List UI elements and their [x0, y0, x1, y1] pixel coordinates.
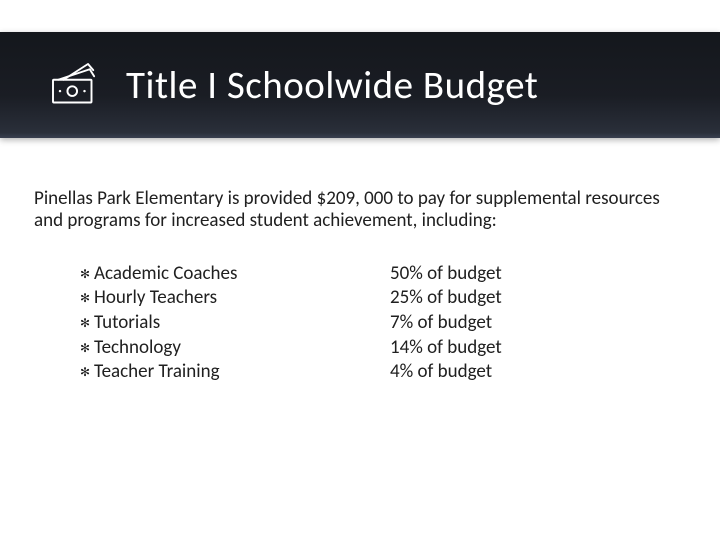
list-item: ✻ Academic Coaches	[80, 262, 390, 287]
item-label: Hourly Teachers	[94, 286, 217, 311]
item-percent: 25% of budget	[390, 286, 610, 311]
bullet-icon: ✻	[80, 317, 94, 333]
list-item: ✻ Hourly Teachers	[80, 286, 390, 311]
list-item: ✻ Teacher Training	[80, 360, 390, 385]
bullet-icon: ✻	[80, 268, 94, 284]
percent-column: 50% of budget 25% of budget 7% of budget…	[390, 262, 610, 385]
item-label: Teacher Training	[94, 360, 220, 385]
bullet-icon: ✻	[80, 292, 94, 308]
item-label: Academic Coaches	[94, 262, 237, 287]
slide-title: Title I Schoolwide Budget	[126, 62, 538, 109]
body-area: Pinellas Park Elementary is provided $20…	[34, 188, 686, 385]
item-percent: 7% of budget	[390, 311, 610, 336]
items-column: ✻ Academic Coaches ✻ Hourly Teachers ✻ T…	[80, 262, 390, 385]
header-band: Title I Schoolwide Budget	[0, 32, 720, 138]
item-label: Tutorials	[94, 311, 160, 336]
item-label: Technology	[94, 336, 181, 361]
bullet-icon: ✻	[80, 342, 94, 358]
intro-text: Pinellas Park Elementary is provided $20…	[34, 188, 686, 232]
money-icon	[46, 57, 102, 113]
bullet-icon: ✻	[80, 366, 94, 382]
item-percent: 14% of budget	[390, 336, 610, 361]
list-item: ✻ Tutorials	[80, 311, 390, 336]
list-item: ✻ Technology	[80, 336, 390, 361]
item-percent: 50% of budget	[390, 262, 610, 287]
budget-table: ✻ Academic Coaches ✻ Hourly Teachers ✻ T…	[34, 262, 686, 385]
item-percent: 4% of budget	[390, 360, 610, 385]
